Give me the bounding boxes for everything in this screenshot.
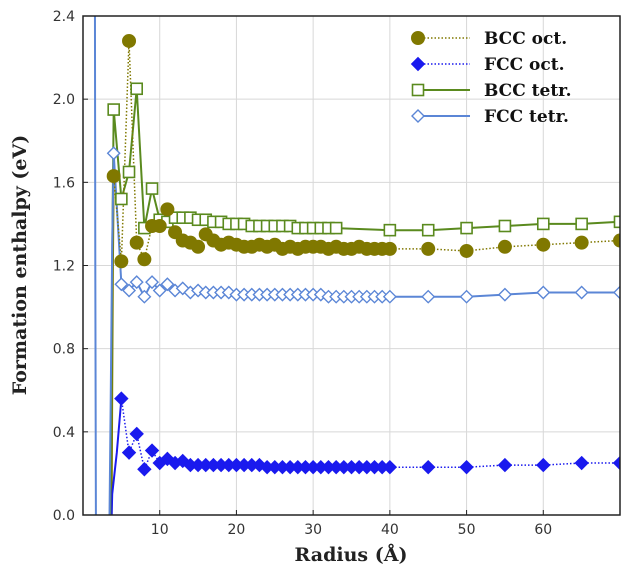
fcc-oct-point	[421, 459, 436, 475]
fcc-oct-point	[144, 443, 160, 458]
x-tick-label: 10	[151, 522, 169, 538]
x-tick-label: 30	[304, 522, 322, 538]
fcc-tetr-point	[536, 285, 551, 300]
x-tick-label: 60	[534, 522, 552, 538]
fcc-tetr-point	[421, 289, 436, 304]
bcc-oct-point	[574, 235, 589, 250]
bcc-oct-point	[129, 235, 144, 250]
legend-marker-bcc-oct	[411, 31, 425, 45]
bcc-oct-point	[122, 33, 137, 48]
fcc-oct-point	[612, 455, 620, 471]
bcc-oct-point	[459, 243, 474, 258]
fcc-oct-point	[536, 457, 551, 473]
fcc-oct-point	[497, 457, 513, 473]
fcc-oct-point	[574, 455, 589, 471]
bcc-tetr-point	[107, 103, 120, 116]
bcc-tetr-point	[421, 223, 435, 237]
axis-ticks: 0.0 0.4 0.8 1.2 1.6 2.0 2.4 10 20 30 40 50 60	[53, 9, 552, 538]
x-axis-label: Radius (Å)	[295, 543, 408, 566]
y-tick-label: 2.0	[53, 92, 75, 108]
bcc-oct-point	[382, 241, 397, 256]
y-tick-label: 2.4	[53, 9, 75, 25]
fcc-tetr-point	[497, 287, 512, 302]
bcc-oct-point	[497, 239, 512, 254]
bcc-tetr-point	[115, 192, 128, 206]
fcc-tetr-point	[152, 283, 167, 298]
x-tick-label: 40	[381, 522, 399, 538]
bcc-oct-point	[152, 218, 167, 233]
grid-lines	[83, 16, 620, 515]
y-tick-label: 1.6	[53, 175, 75, 191]
y-tick-label: 0.4	[53, 425, 75, 441]
fcc-oct-point	[129, 426, 144, 442]
fcc-tetr-left-curve	[108, 153, 115, 515]
fcc-tetr-point	[459, 289, 474, 304]
bcc-tetr-point	[575, 217, 588, 231]
fcc-oct-point	[114, 391, 129, 406]
legend-marker-fcc-tetr	[411, 109, 425, 123]
bcc-oct-point	[191, 239, 206, 254]
legend-marker-fcc-oct	[410, 56, 426, 72]
x-tick-label: 20	[228, 522, 246, 538]
bcc-oct-point	[536, 237, 551, 252]
legend-marker-bcc-tetr	[411, 83, 425, 97]
y-tick-label: 1.2	[53, 259, 75, 275]
fcc-tetr-point	[613, 285, 620, 300]
fcc-oct-line	[120, 398, 620, 472]
data-layer	[93, 16, 620, 515]
fcc-tetr-point	[574, 285, 589, 300]
bcc-tetr-point	[130, 82, 143, 96]
bcc-tetr-point	[460, 221, 473, 235]
legend-label-bcc-oct: BCC oct.	[484, 29, 567, 49]
fcc-oct-point	[382, 459, 398, 475]
bcc-tetr-point	[536, 217, 550, 231]
legend-label-fcc-oct: FCC oct.	[484, 55, 565, 75]
bcc-oct-point	[114, 254, 129, 269]
fcc-oct-point	[121, 445, 137, 460]
fcc-tetr-point	[160, 277, 175, 292]
y-axis-label: Formation enthalpy (eV)	[9, 135, 31, 395]
bcc-oct-point	[613, 233, 620, 248]
fcc-tetr-point	[382, 289, 397, 304]
fcc-tetr-point	[106, 146, 121, 161]
bcc-oct-point	[421, 241, 436, 256]
fcc-tetr-point	[129, 275, 144, 290]
fcc-tetr-point	[114, 277, 129, 292]
fcc-oct-left-curve	[110, 398, 123, 515]
bcc-tetr-point	[498, 219, 512, 233]
y-tick-label: 0.8	[53, 342, 75, 358]
bcc-oct-point	[137, 252, 152, 267]
bcc-tetr-point	[122, 165, 136, 179]
fcc-oct-point	[459, 459, 474, 475]
fcc-tetr-point	[122, 283, 137, 298]
bcc-tetr-point	[145, 182, 159, 195]
fcc-oct-point	[137, 462, 152, 477]
y-tick-label: 0.0	[53, 508, 75, 524]
bcc-oct-point	[106, 169, 121, 184]
legend: BCC oct. FCC oct. BCC tetr. FCC tetr.	[410, 29, 572, 127]
bcc-tetr-point	[383, 223, 397, 237]
bcc-tetr-point	[329, 221, 343, 235]
bcc-oct-point	[160, 202, 175, 217]
fcc-tetr-left-curve	[93, 16, 97, 515]
x-tick-label: 50	[458, 522, 476, 538]
legend-label-fcc-tetr: FCC tetr.	[484, 107, 569, 127]
fcc-tetr-point	[137, 289, 152, 304]
fcc-tetr-point	[145, 275, 160, 290]
legend-label-bcc-tetr: BCC tetr.	[484, 81, 572, 101]
bcc-tetr-point	[613, 215, 620, 229]
